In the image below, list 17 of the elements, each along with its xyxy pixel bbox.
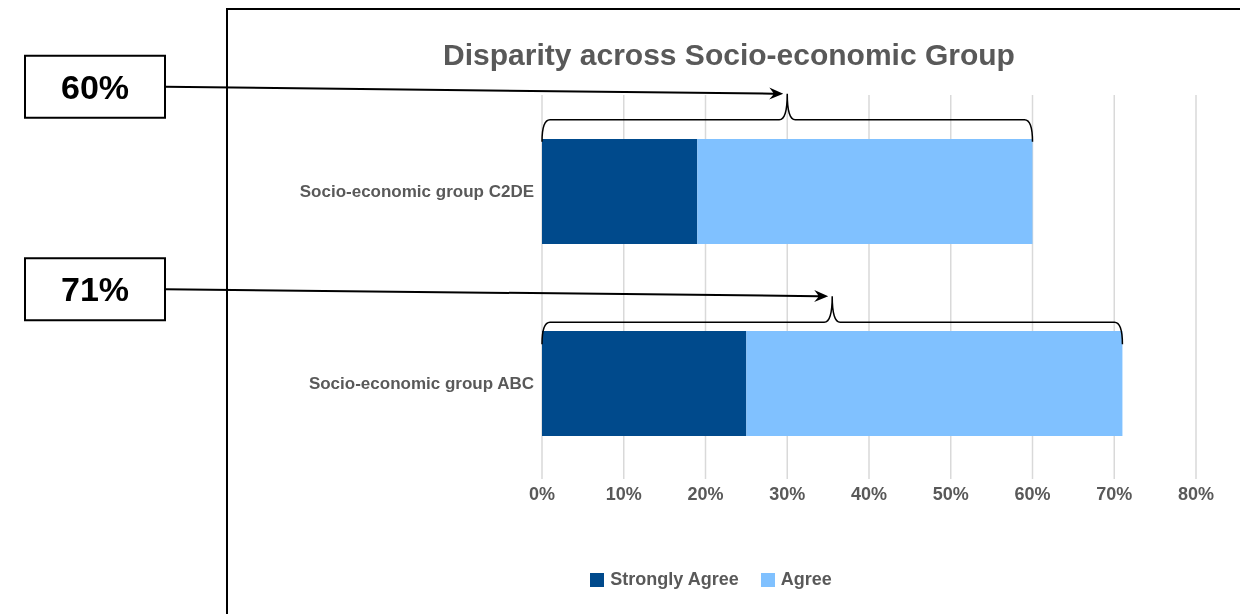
text: 60% [60, 67, 130, 106]
x-tick-label: 50% [932, 483, 969, 504]
y-tick-label: Socio-economic group ABC [308, 374, 534, 394]
bar [542, 139, 698, 244]
x-tick-label: 60% [1014, 483, 1051, 504]
legend-label: Strongly Agree [609, 569, 739, 590]
x-tick-label: 80% [1177, 483, 1215, 504]
text: 71% [60, 270, 130, 309]
y-tick-label: Socio-economic group C2DE [299, 182, 534, 202]
chart-title: Disparity across Socio-economic Group [442, 38, 1016, 72]
x-tick-label: 10% [605, 483, 642, 504]
x-tick-label: 0% [528, 483, 556, 504]
x-tick-label: 20% [687, 483, 724, 504]
legend-label: Agree [779, 569, 832, 590]
x-tick-label: 70% [1096, 483, 1133, 504]
x-tick-label: 30% [769, 483, 806, 504]
x-tick-label: 40% [850, 483, 888, 504]
